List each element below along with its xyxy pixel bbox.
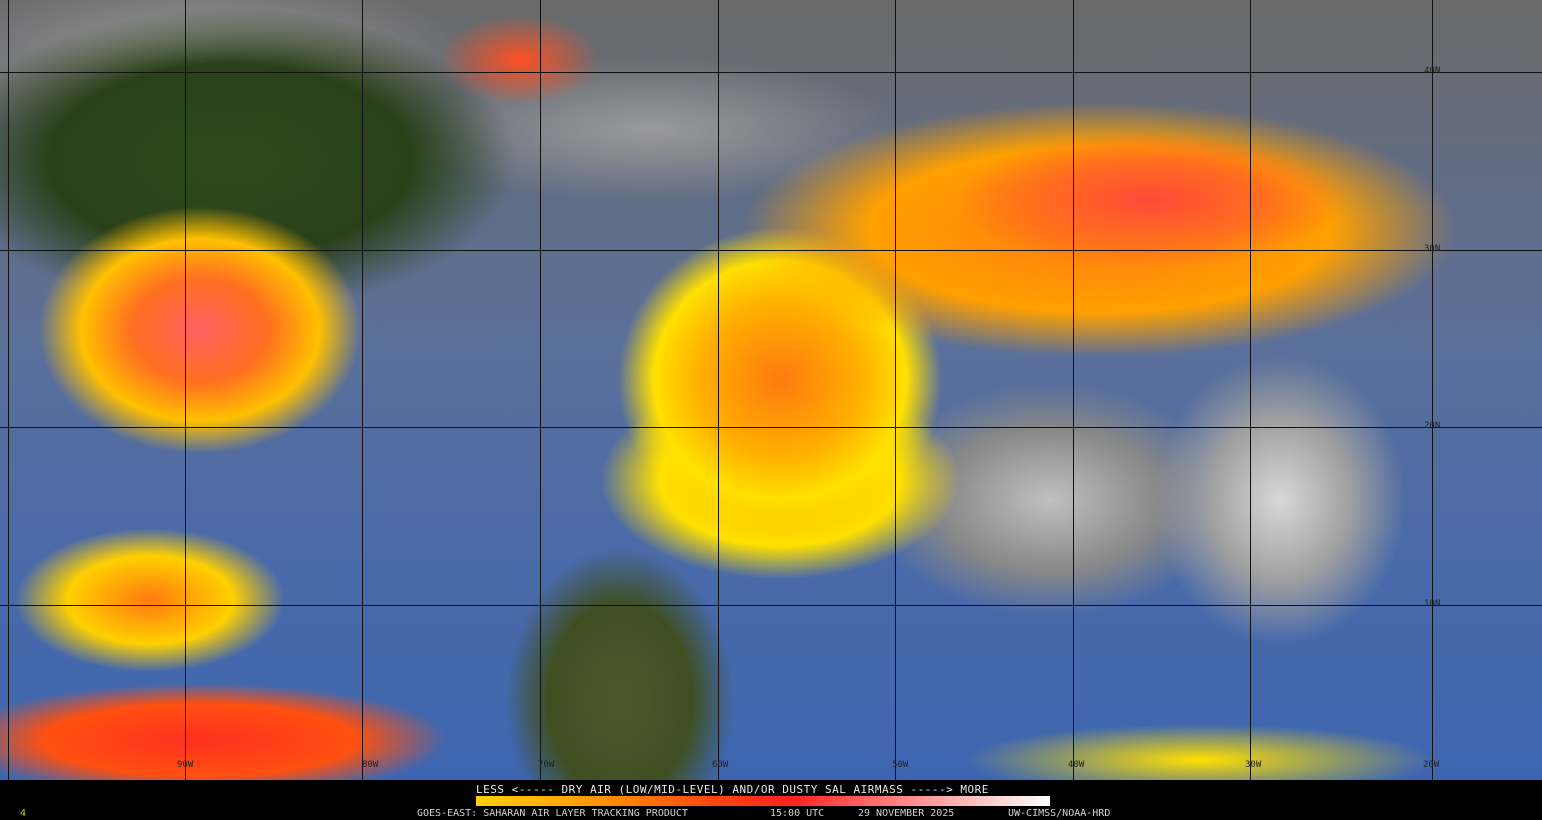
date-label: 29 NOVEMBER 2025 xyxy=(858,808,955,819)
legend-panel: LESS <----- DRY AIR (LOW/MID-LEVEL) AND/… xyxy=(0,780,1542,820)
latitude-line xyxy=(0,605,1542,606)
longitude-label: 60W xyxy=(712,760,729,770)
longitude-label: 20W xyxy=(1423,760,1440,770)
latitude-line xyxy=(0,72,1542,73)
frame-marker: 4 xyxy=(20,808,27,819)
longitude-line xyxy=(718,0,719,780)
longitude-line xyxy=(1432,0,1433,780)
longitude-label: 70W xyxy=(538,760,555,770)
latitude-line xyxy=(0,250,1542,251)
longitude-line xyxy=(1073,0,1074,780)
longitude-label: 40W xyxy=(1068,760,1085,770)
dry-air-colorbar xyxy=(476,796,1050,806)
latitude-label: 30N xyxy=(1424,244,1441,254)
latitude-label: 20N xyxy=(1424,421,1441,431)
scale-caption: LESS <----- DRY AIR (LOW/MID-LEVEL) AND/… xyxy=(476,783,989,796)
longitude-label: 50W xyxy=(892,760,909,770)
latitude-label: 40N xyxy=(1424,66,1441,76)
longitude-label: 80W xyxy=(362,760,379,770)
longitude-line xyxy=(540,0,541,780)
longitude-line xyxy=(1250,0,1251,780)
satellite-map: 40N 30N 20N 10N 90W 80W 70W 60W 50W 40W … xyxy=(0,0,1542,780)
longitude-line xyxy=(895,0,896,780)
latitude-label: 10N xyxy=(1424,599,1441,609)
product-name: GOES-EAST: SAHARAN AIR LAYER TRACKING PR… xyxy=(417,808,688,819)
latitude-line xyxy=(0,427,1542,428)
longitude-label: 90W xyxy=(177,760,194,770)
longitude-line xyxy=(8,0,9,780)
longitude-line xyxy=(185,0,186,780)
credit-label: UW-CIMSS/NOAA-HRD xyxy=(1008,808,1111,819)
longitude-line xyxy=(362,0,363,780)
longitude-label: 30W xyxy=(1245,760,1262,770)
time-label: 15:00 UTC xyxy=(770,808,825,819)
